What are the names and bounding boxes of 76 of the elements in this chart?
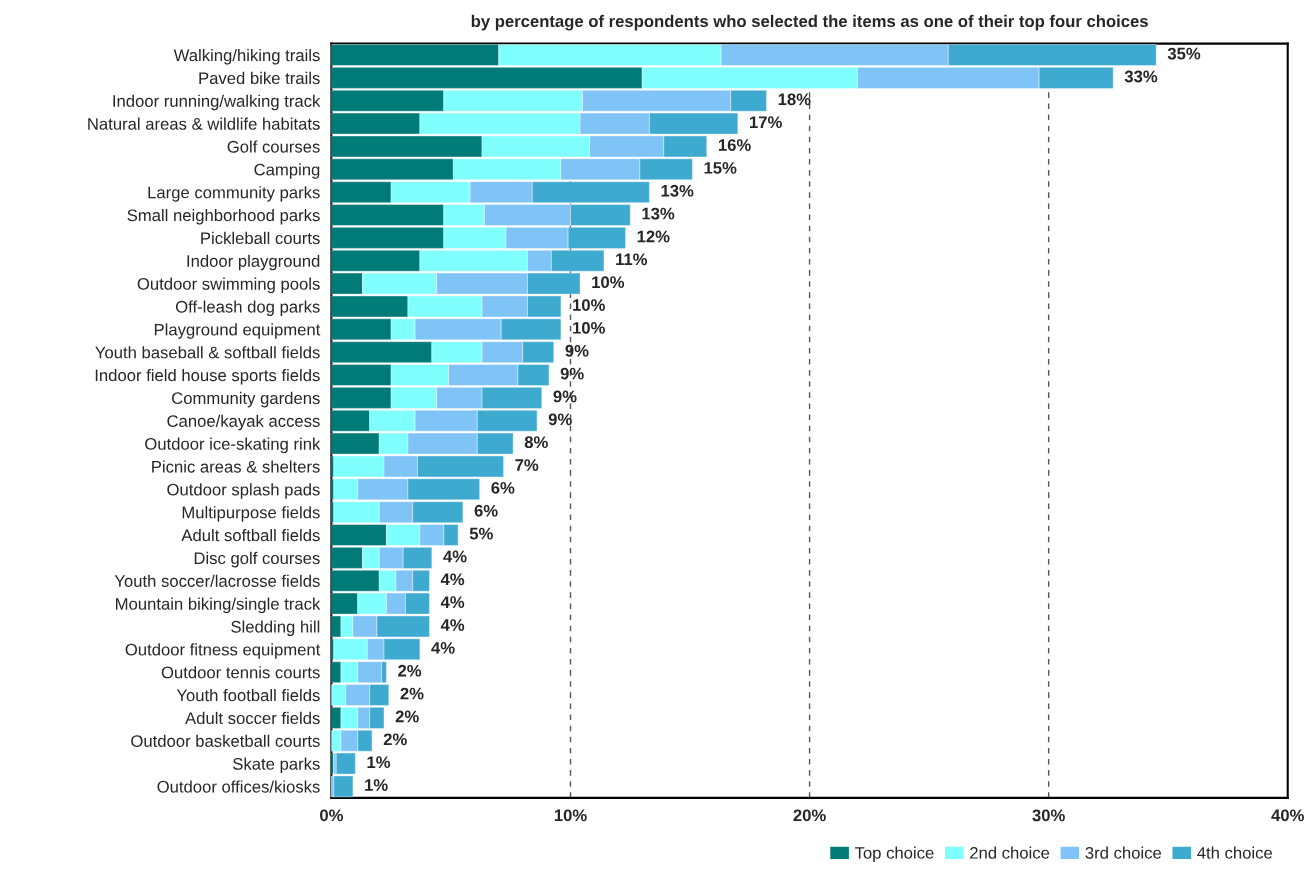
y-tick-label: Outdoor fitness equipment bbox=[125, 643, 321, 659]
y-tick-label: Disc golf courses bbox=[194, 551, 320, 568]
total-label: 4% bbox=[443, 550, 467, 563]
total-label: 9% bbox=[548, 413, 572, 426]
legend-label: 4th choice bbox=[1197, 846, 1272, 859]
total-label: 2% bbox=[383, 733, 407, 746]
y-tick-label: Adult softball fields bbox=[181, 528, 320, 542]
y-tick-label: Outdoor basketball courts bbox=[131, 734, 320, 747]
y-tick-label: Canoe/kayak access bbox=[167, 414, 320, 431]
y-tick-label: Skate parks bbox=[233, 757, 320, 774]
y-tick-label: Mountain biking/single track bbox=[116, 597, 321, 614]
x-tick-label: 10% bbox=[554, 809, 587, 822]
legend-label: 2nd choice bbox=[970, 846, 1050, 859]
y-tick-label: Off-leash dog parks bbox=[175, 300, 320, 316]
total-label: 35% bbox=[1167, 47, 1201, 60]
total-label: 13% bbox=[642, 207, 675, 220]
y-tick-label: Indoor running/walking track bbox=[113, 94, 321, 111]
x-tick-label: 40% bbox=[1271, 809, 1304, 822]
x-tick-label: 0% bbox=[320, 809, 344, 822]
total-label: 7% bbox=[515, 459, 539, 471]
y-tick-label: Community gardens bbox=[172, 391, 320, 408]
y-tick-label: Outdoor swimming pools bbox=[137, 277, 320, 294]
y-tick-label: Multipurpose fields bbox=[182, 506, 320, 522]
total-label: 15% bbox=[704, 162, 737, 174]
total-label: 8% bbox=[524, 436, 548, 449]
x-tick-label: 30% bbox=[1032, 809, 1065, 822]
total-label: 12% bbox=[637, 230, 670, 243]
total-label: 4% bbox=[440, 596, 465, 609]
y-tick-label: Camping bbox=[254, 163, 320, 179]
y-tick-label: Indoor playground bbox=[187, 254, 320, 271]
y-tick-label: Walking/hiking trails bbox=[173, 48, 320, 65]
y-tick-label: Paved bike trails bbox=[199, 71, 320, 85]
total-label: 2% bbox=[395, 710, 419, 723]
y-tick-label: Playground equipment bbox=[154, 323, 321, 339]
y-tick-label: Youth football fields bbox=[176, 688, 320, 702]
y-tick-label: Golf courses bbox=[227, 140, 320, 153]
total-label: 16% bbox=[718, 139, 751, 151]
total-label: 4% bbox=[440, 573, 465, 586]
total-label: 2% bbox=[400, 687, 424, 700]
total-label: 13% bbox=[661, 184, 694, 197]
total-label: 4% bbox=[440, 619, 465, 631]
total-label: 18% bbox=[778, 93, 811, 106]
y-tick-label: Youth baseball & softball fields bbox=[95, 346, 320, 359]
total-label: 1% bbox=[367, 756, 391, 769]
y-tick-label: Indoor field house sports fields bbox=[95, 368, 320, 385]
y-tick-label: Outdoor tennis courts bbox=[161, 666, 320, 679]
y-tick-label: Sledding hill bbox=[231, 620, 320, 636]
legend-label: 3rd choice bbox=[1085, 846, 1162, 859]
total-label: 11% bbox=[616, 253, 648, 266]
total-label: 2% bbox=[398, 664, 422, 677]
y-tick-label: Youth soccer/lacrosse fields bbox=[114, 574, 320, 587]
y-tick-label: Small neighborhood parks bbox=[127, 208, 320, 225]
total-label: 6% bbox=[491, 481, 515, 494]
total-label: 10% bbox=[573, 321, 605, 334]
total-label: 17% bbox=[750, 116, 782, 129]
y-tick-label: Natural areas & wildlife habitats bbox=[88, 117, 320, 130]
y-tick-label: Outdoor ice-skating rink bbox=[145, 437, 321, 454]
y-tick-label: Large community parks bbox=[148, 186, 320, 202]
x-tick-label: 20% bbox=[793, 809, 826, 822]
total-label: 9% bbox=[565, 344, 589, 357]
y-tick-label: Outdoor offices/kiosks bbox=[157, 780, 320, 793]
chart-title: by percentage of respondents who selected the items as one of their top four choices bbox=[471, 14, 1148, 31]
y-tick-label: Adult soccer fields bbox=[185, 711, 320, 725]
total-label: 10% bbox=[573, 299, 605, 311]
total-label: 33% bbox=[1124, 70, 1158, 83]
y-tick-label: Picnic areas & shelters bbox=[152, 460, 320, 473]
total-label: 6% bbox=[474, 504, 498, 517]
legend-label: Top choice bbox=[854, 846, 934, 863]
y-tick-label: Outdoor splash pads bbox=[167, 483, 320, 499]
total-label: 10% bbox=[592, 276, 625, 289]
y-tick-label: Pickleball courts bbox=[201, 231, 320, 245]
total-label: 1% bbox=[365, 779, 388, 791]
total-label: 4% bbox=[431, 642, 455, 654]
total-label: 9% bbox=[553, 390, 577, 403]
total-label: 5% bbox=[469, 527, 493, 540]
total-label: 9% bbox=[560, 367, 584, 380]
